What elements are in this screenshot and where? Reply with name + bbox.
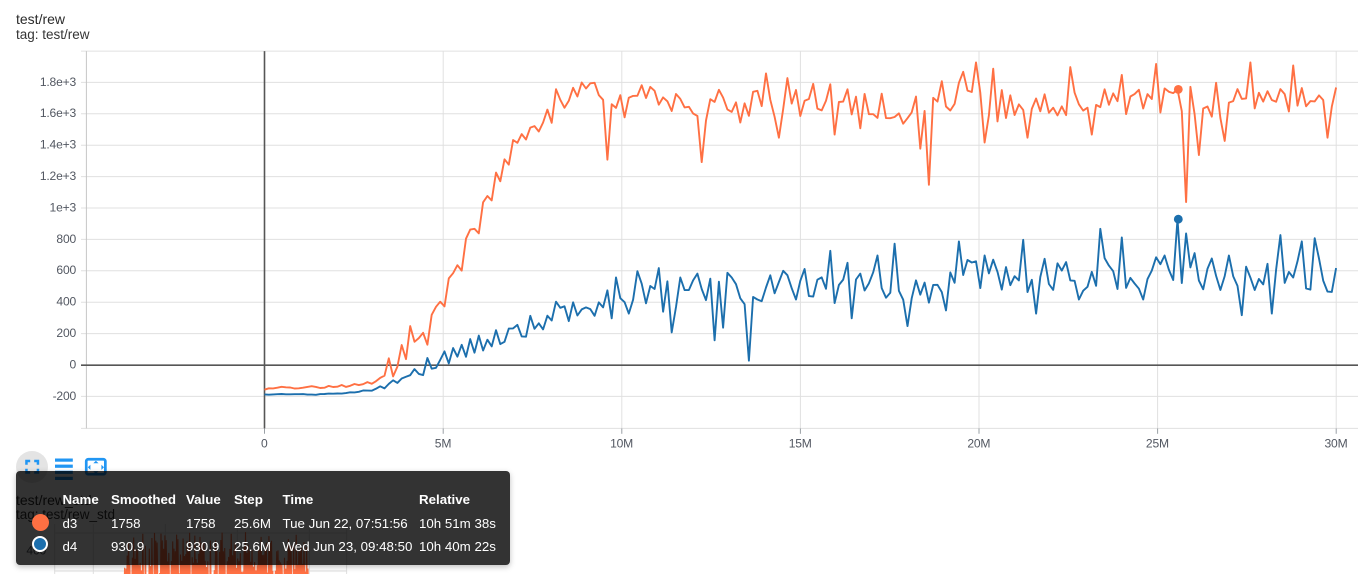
svg-text:20M: 20M (967, 437, 990, 451)
svg-text:0: 0 (69, 357, 76, 371)
svg-text:400: 400 (56, 295, 76, 309)
svg-text:5M: 5M (435, 437, 452, 451)
svg-text:1.2e+3: 1.2e+3 (40, 169, 77, 183)
svg-text:0: 0 (261, 437, 268, 451)
svg-text:10M: 10M (610, 437, 633, 451)
svg-text:1e+3: 1e+3 (50, 200, 77, 214)
svg-text:800: 800 (56, 232, 76, 246)
svg-text:1.8e+3: 1.8e+3 (40, 75, 77, 89)
svg-text:1.6e+3: 1.6e+3 (40, 106, 77, 120)
svg-text:15M: 15M (789, 437, 812, 451)
svg-text:200: 200 (56, 326, 76, 340)
svg-text:1.4e+3: 1.4e+3 (40, 138, 77, 152)
svg-text:30M: 30M (1325, 437, 1348, 451)
svg-text:25M: 25M (1146, 437, 1169, 451)
svg-text:-200: -200 (53, 389, 77, 403)
svg-text:600: 600 (56, 263, 76, 277)
